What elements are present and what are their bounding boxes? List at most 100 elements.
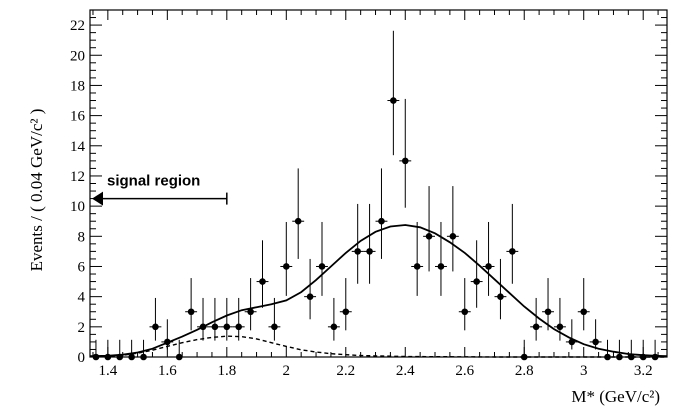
data-point [268,297,281,341]
x-axis-label: M* (GeV/c²) [571,387,660,406]
data-marker [425,233,433,240]
data-marker [604,353,611,361]
data-point [613,339,626,361]
data-point [458,278,471,331]
y-tick-label: 0 [78,350,86,366]
data-marker [413,263,421,270]
data-point [90,339,102,361]
data-marker [318,263,326,270]
data-point [565,319,578,350]
data-point [113,339,126,361]
x-tick-label: 2.2 [336,363,355,379]
data-marker [235,323,243,331]
data-point [601,339,614,361]
x-tick-label: 2 [283,363,291,379]
data-point [423,186,436,272]
total-fit-curve [89,224,668,358]
data-point [232,297,245,341]
data-point [292,168,305,259]
data-point [375,168,388,259]
data-marker [92,353,100,361]
data-point [125,339,138,361]
data-marker [211,323,219,331]
data-point [351,203,364,284]
data-marker [271,323,278,331]
data-point [494,258,507,320]
data-point [316,221,328,296]
data-marker [342,308,350,316]
data-marker [437,263,445,270]
y-tick-label: 8 [78,229,86,245]
data-point [482,221,495,296]
data-marker [556,323,564,331]
signal-region-annotation: signal region [92,173,228,206]
data-point [208,297,221,341]
y-tick-label: 10 [70,199,85,215]
signal-region-label: signal region [107,173,200,190]
data-marker [628,353,635,361]
data-marker [116,353,124,361]
data-marker [187,308,195,316]
data-marker [532,323,540,331]
data-marker [140,353,147,361]
data-marker [580,308,588,316]
data-marker [199,323,207,331]
data-point [220,297,233,341]
data-marker [651,353,659,361]
data-point [542,278,554,331]
x-tick-label: 2.6 [455,363,474,379]
data-marker [449,233,457,240]
data-point [101,339,114,361]
data-marker [294,217,302,225]
data-point [197,297,209,341]
y-tick-label: 20 [70,48,85,64]
data-marker [592,338,599,346]
data-marker [568,338,576,346]
data-point [137,339,150,361]
data-marker [544,308,552,316]
data-marker [520,353,528,361]
data-point [327,297,340,341]
data-point [185,278,198,331]
data-marker [282,263,290,270]
data-marker [485,263,492,270]
y-tick-label: 4 [78,290,86,306]
data-point [149,297,162,341]
data-point [161,319,174,350]
data-point [363,203,376,284]
data-point [256,240,269,308]
data-point [399,98,412,208]
data-marker [639,353,647,361]
data-marker [330,323,338,331]
x-axis-ticks: 1.4 1.6 1.8 2 2.2 2.4 2.6 2.8 3 3.2 [92,10,659,379]
x-tick-label: 2.4 [396,363,415,379]
x-tick-label: 1.8 [217,363,236,379]
data-point [637,339,650,361]
x-tick-label: 3.2 [634,363,653,379]
data-point [625,339,638,361]
data-point [304,258,317,320]
arrow-left-icon [92,191,103,206]
y-tick-label: 14 [70,139,86,155]
data-point [577,278,590,331]
data-point [411,221,424,296]
data-marker [616,353,623,361]
data-marker [401,157,409,165]
y-tick-label: 12 [70,169,85,185]
y-axis-ticks: 0 2 4 6 8 10 12 14 16 18 20 22 [70,9,667,366]
data-marker [175,353,183,361]
data-point [387,30,400,156]
data-point [280,221,293,296]
y-tick-label: 18 [70,78,85,94]
data-point [435,221,447,296]
data-point [553,297,566,341]
y-tick-label: 16 [70,109,86,125]
data-marker [104,353,112,361]
data-marker [152,323,159,331]
data-points [90,30,662,361]
data-point [649,339,662,361]
data-point [339,278,352,331]
data-marker [461,308,469,316]
data-point [470,240,483,308]
